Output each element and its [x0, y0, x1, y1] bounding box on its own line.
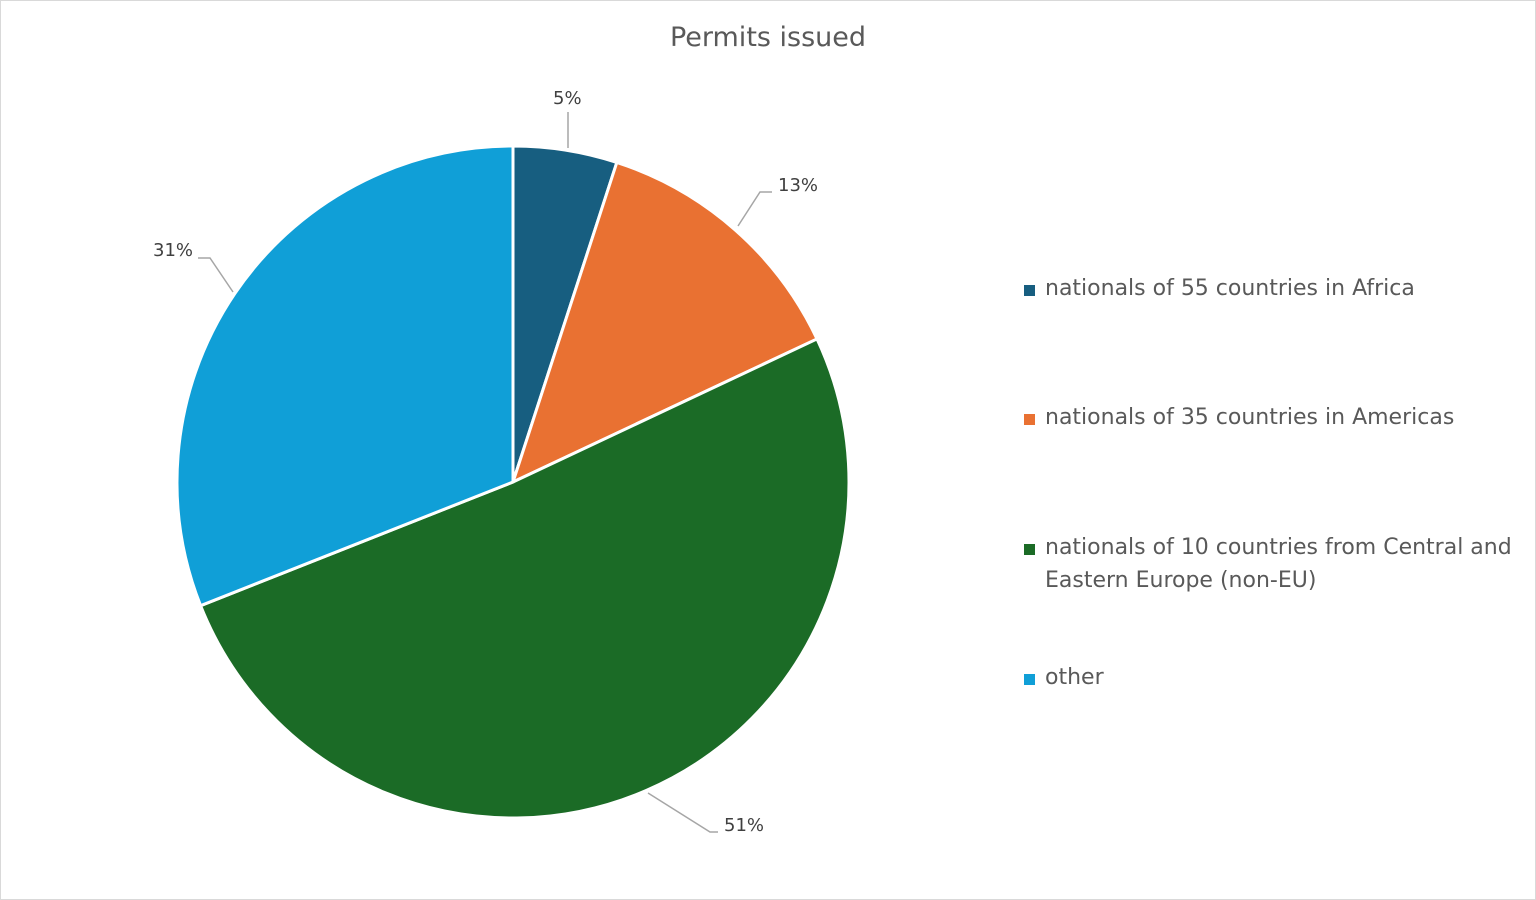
pie-slice-europe — [198, 336, 851, 820]
data-label-americas: 13% — [778, 175, 819, 196]
legend-item-americas: nationals of 35 countries in Americas — [1024, 401, 1454, 434]
data-label-europe: 51% — [724, 815, 765, 836]
legend-label: other — [1045, 665, 1104, 690]
pie-slices — [175, 144, 851, 820]
legend-item-africa: nationals of 55 countries in Africa — [1024, 272, 1415, 305]
pie-slice-other — [175, 144, 515, 608]
leader-line-europe — [647, 792, 718, 833]
legend-swatch-icon — [1024, 414, 1035, 425]
data-label-africa: 5% — [553, 88, 582, 109]
legend-item-europe: nationals of 10 countries from Central a… — [1024, 531, 1512, 597]
legend-swatch-icon — [1024, 544, 1035, 555]
legend-label: nationals of 35 countries in Americas — [1045, 405, 1455, 430]
leader-line-americas — [737, 191, 772, 227]
legend-item-other: other — [1024, 661, 1104, 694]
data-label-other: 31% — [153, 240, 194, 261]
pie-slice-americas — [510, 160, 820, 485]
legend-swatch-icon — [1024, 285, 1035, 296]
leader-lines — [198, 112, 772, 833]
legend-swatch-icon — [1024, 674, 1035, 685]
legend-label: nationals of 10 countries from Central a… — [1045, 535, 1512, 560]
legend-label-line2: Eastern Europe (non-EU) — [1045, 568, 1317, 593]
leader-line-other — [198, 257, 234, 293]
legend-label: nationals of 55 countries in Africa — [1045, 276, 1415, 301]
chart-title: Permits issued — [669, 22, 867, 53]
